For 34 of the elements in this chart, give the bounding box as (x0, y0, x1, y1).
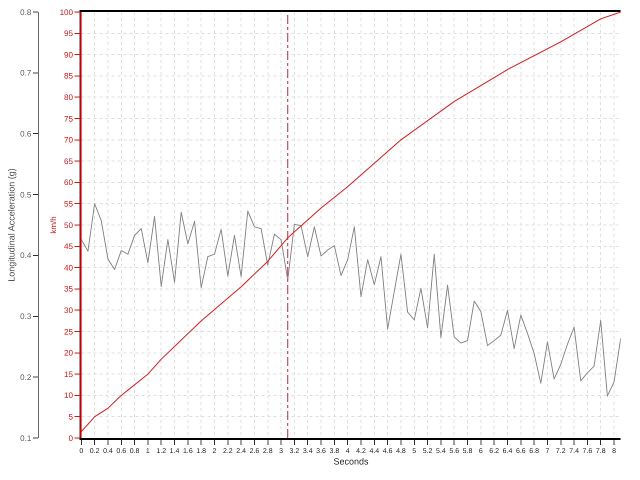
y2-axis-title: km/h (48, 216, 58, 234)
line-series (81, 12, 621, 432)
y-axis-title: Longitudinal Acceleration (g) (6, 168, 17, 282)
y-tick-label: 0.5 (20, 190, 32, 200)
y2-tick-label: 70 (64, 136, 74, 145)
y2-tick-label: 80 (64, 93, 74, 102)
y2-tick-label: 85 (64, 72, 74, 81)
y2-tick-label: 100 (60, 8, 74, 17)
x-axis-title: Seconds (333, 456, 370, 466)
y-tick-label: 0.6 (20, 130, 32, 139)
y2-tick-label: 45 (64, 242, 74, 252)
y2-tick-label: 10 (64, 391, 74, 400)
y2-tick-label: 75 (64, 114, 74, 124)
y-tick-label: 0.1 (20, 434, 32, 443)
y2-tick-label: 65 (64, 156, 74, 166)
y2-tick-label: 35 (64, 284, 74, 294)
y-tick-label: 0.8 (20, 8, 32, 17)
y2-tick-label: 20 (64, 348, 74, 358)
y2-tick-label: 30 (64, 306, 74, 315)
y2-tick-label: 0 (68, 434, 74, 443)
line-series (81, 203, 621, 397)
y2-tick-label: 15 (64, 370, 74, 379)
y2-tick-label: 5 (68, 412, 74, 422)
y2-tick-label: 50 (64, 220, 74, 230)
y2-tick-label: 25 (64, 327, 74, 336)
y2-tick-label: 40 (64, 263, 74, 272)
y-tick-label: 0.2 (20, 372, 32, 382)
y2-tick-label: 55 (64, 200, 74, 208)
y-tick-label: 0.7 (20, 68, 32, 78)
y-tick-label: 0.3 (20, 312, 32, 322)
y2-tick-label: 90 (64, 50, 74, 60)
y2-tick-label: 60 (64, 178, 74, 188)
y-tick-label: 0.4 (20, 251, 32, 260)
y2-tick-label: 95 (64, 29, 74, 38)
